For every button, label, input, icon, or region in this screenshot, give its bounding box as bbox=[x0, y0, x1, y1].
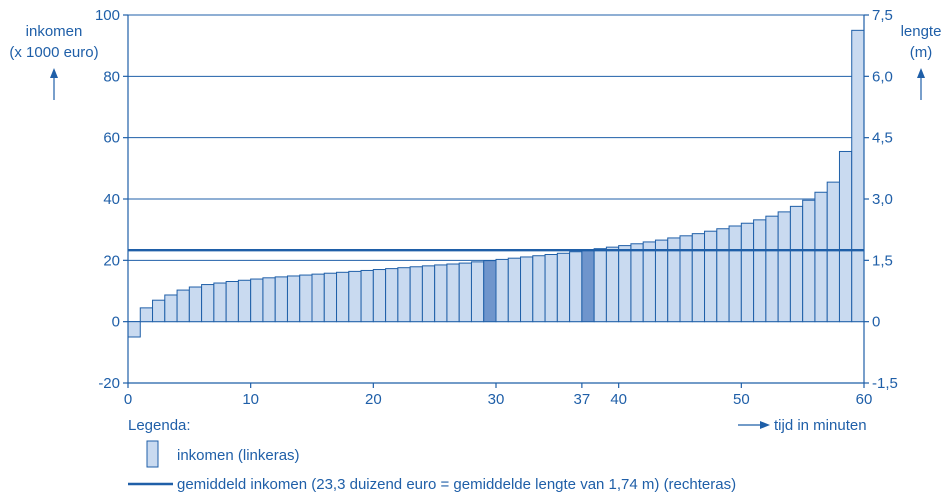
x-axis-right-arrow-icon bbox=[738, 421, 770, 429]
bar-20 bbox=[360, 269, 374, 323]
x-tick-label-5: 40 bbox=[610, 391, 627, 408]
right-axis-label-line1: lengte bbox=[901, 23, 942, 40]
bar-35 bbox=[544, 254, 558, 323]
right-axis-ticks: 7,5 6,0 4,5 3,0 1,5 0 -1,5 bbox=[864, 7, 898, 392]
bar-18 bbox=[336, 271, 350, 323]
legend-title: Legenda: bbox=[128, 417, 191, 434]
bar-7 bbox=[201, 284, 215, 323]
bar-38 bbox=[581, 249, 595, 323]
bar-3 bbox=[152, 299, 166, 323]
legend-bar-swatch bbox=[146, 440, 159, 468]
x-tick-label-0: 0 bbox=[124, 391, 132, 408]
x-tick-label-3: 30 bbox=[488, 391, 505, 408]
right-axis-up-arrow-icon bbox=[917, 68, 925, 100]
bar-13 bbox=[274, 276, 288, 323]
bar-6 bbox=[188, 286, 203, 323]
x-tick-label-2: 20 bbox=[365, 391, 382, 408]
left-tick-label-2: 60 bbox=[103, 130, 120, 147]
bar-46 bbox=[679, 235, 693, 323]
right-tick-label-6: -1,5 bbox=[872, 375, 898, 392]
bar-8 bbox=[213, 282, 227, 323]
bar-31 bbox=[495, 258, 509, 323]
x-tick-label-4: 37 bbox=[574, 391, 591, 408]
bar-43 bbox=[642, 241, 656, 323]
x-axis-label: tijd in minuten bbox=[774, 417, 867, 434]
left-tick-label-4: 20 bbox=[103, 252, 120, 269]
bar-49 bbox=[716, 228, 730, 323]
bar-2 bbox=[139, 307, 154, 323]
bar-26 bbox=[434, 264, 448, 323]
x-axis-ticks: 0 10 20 30 37 40 50 60 bbox=[124, 383, 873, 408]
bar-54 bbox=[777, 211, 791, 323]
bar-1 bbox=[127, 321, 141, 338]
bar-27 bbox=[446, 263, 460, 323]
right-tick-label-0: 7,5 bbox=[872, 7, 893, 24]
right-tick-label-5: 0 bbox=[872, 314, 880, 331]
bar-59 bbox=[838, 150, 853, 323]
bar-10 bbox=[237, 279, 252, 323]
bar-42 bbox=[630, 243, 644, 323]
bar-25 bbox=[421, 265, 436, 323]
left-tick-label-6: -20 bbox=[98, 375, 120, 392]
left-axis-up-arrow-icon bbox=[50, 68, 58, 100]
bar-58 bbox=[826, 181, 840, 323]
right-axis-label-line2: (m) bbox=[910, 44, 933, 61]
gridlines bbox=[128, 14, 864, 384]
bar-41 bbox=[618, 245, 632, 323]
bar-29 bbox=[470, 261, 485, 323]
bar-50 bbox=[728, 225, 742, 323]
bar-4 bbox=[164, 294, 178, 323]
bar-24 bbox=[409, 266, 423, 323]
bar-17 bbox=[323, 272, 338, 323]
bar-30 bbox=[483, 260, 497, 323]
bar-47 bbox=[691, 233, 706, 323]
left-axis-label-line2: (x 1000 euro) bbox=[9, 44, 98, 61]
x-tick-label-1: 10 bbox=[242, 391, 259, 408]
x-tick-label-7: 60 bbox=[856, 391, 873, 408]
left-tick-label-3: 40 bbox=[103, 191, 120, 208]
bar-16 bbox=[311, 273, 325, 323]
left-axis-ticks: 100 80 60 40 20 0 -20 bbox=[95, 7, 128, 392]
bar-28 bbox=[458, 262, 472, 323]
bar-19 bbox=[348, 270, 362, 323]
bar-36 bbox=[556, 252, 571, 323]
bar-52 bbox=[753, 219, 767, 323]
left-axis-label-line1: inkomen bbox=[26, 23, 83, 40]
x-tick-label-6: 50 bbox=[733, 391, 750, 408]
right-tick-label-1: 6,0 bbox=[872, 68, 893, 85]
bar-53 bbox=[765, 215, 779, 323]
bar-5 bbox=[176, 289, 190, 323]
bar-14 bbox=[286, 275, 301, 323]
bar-44 bbox=[654, 239, 669, 323]
bar-55 bbox=[789, 205, 804, 323]
left-tick-label-1: 80 bbox=[103, 68, 120, 85]
bar-48 bbox=[704, 230, 718, 323]
bar-51 bbox=[740, 222, 755, 323]
bar-34 bbox=[532, 255, 546, 323]
legend-line-label: gemiddeld inkomen (23,3 duizend euro = g… bbox=[177, 476, 736, 493]
bar-40 bbox=[605, 246, 620, 323]
bar-22 bbox=[385, 268, 399, 323]
right-tick-label-2: 4,5 bbox=[872, 130, 893, 147]
bar-15 bbox=[299, 274, 313, 323]
bar-60 bbox=[851, 29, 865, 323]
left-tick-label-5: 0 bbox=[112, 314, 120, 331]
bar-9 bbox=[225, 280, 239, 323]
bar-57 bbox=[814, 191, 828, 323]
bar-32 bbox=[507, 257, 522, 323]
right-tick-label-3: 3,0 bbox=[872, 191, 893, 208]
bar-21 bbox=[372, 269, 387, 323]
bar-23 bbox=[397, 267, 411, 323]
bar-12 bbox=[262, 277, 276, 323]
bar-39 bbox=[593, 248, 607, 323]
bar-56 bbox=[802, 199, 816, 323]
bar-37 bbox=[569, 251, 583, 323]
left-tick-label-0: 100 bbox=[95, 7, 120, 24]
bar-11 bbox=[250, 278, 264, 323]
bars bbox=[127, 29, 865, 338]
legend-bar-label: inkomen (linkeras) bbox=[177, 447, 300, 464]
bar-33 bbox=[520, 256, 534, 323]
right-tick-label-4: 1,5 bbox=[872, 252, 893, 269]
